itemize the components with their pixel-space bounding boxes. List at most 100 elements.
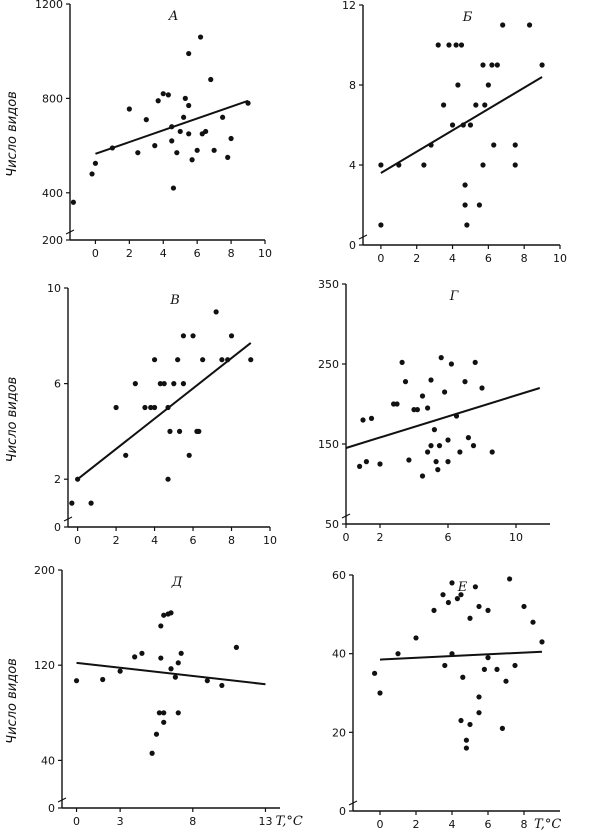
y-tick-label: 50 <box>325 518 339 531</box>
x-tick-label: 2 <box>413 818 420 831</box>
data-point <box>476 694 482 700</box>
data-point <box>460 674 466 680</box>
data-point <box>485 655 491 661</box>
data-point <box>458 42 465 48</box>
data-point <box>378 222 384 228</box>
x-tick-label: 0 <box>73 815 80 828</box>
data-point <box>440 592 446 598</box>
y-tick-label: 1200 <box>35 0 63 11</box>
data-point <box>431 427 437 433</box>
data-point <box>92 160 99 166</box>
data-point <box>438 355 444 361</box>
data-point <box>482 102 488 108</box>
x-tick-label: 13 <box>258 815 272 828</box>
y-tick-label: 20 <box>332 726 346 739</box>
data-point <box>153 731 160 737</box>
data-point <box>219 682 225 689</box>
data-point <box>539 639 545 645</box>
x-tick-label: 2 <box>413 252 420 265</box>
data-point <box>161 381 167 387</box>
data-point <box>180 381 187 387</box>
data-point <box>480 62 486 68</box>
data-point <box>419 473 426 479</box>
data-point <box>480 162 486 168</box>
data-point <box>419 393 426 399</box>
data-point <box>435 42 441 48</box>
data-point <box>360 417 366 423</box>
data-point <box>476 603 482 610</box>
data-point <box>467 721 473 728</box>
data-point <box>485 82 491 88</box>
data-point <box>167 428 173 434</box>
x-tick-label: 2 <box>113 534 120 547</box>
data-point <box>139 650 145 656</box>
data-point <box>512 162 518 168</box>
data-point <box>479 385 485 391</box>
data-point <box>161 719 167 725</box>
data-point <box>149 750 155 756</box>
x-tick-label: 8 <box>228 534 235 547</box>
y-tick-label: 800 <box>42 92 63 105</box>
data-point <box>75 476 81 482</box>
data-point <box>406 457 412 463</box>
data-point <box>428 443 434 449</box>
data-point <box>462 379 468 385</box>
data-point <box>174 150 180 156</box>
data-point <box>428 377 434 383</box>
data-point <box>460 122 466 128</box>
data-point <box>169 138 175 144</box>
data-point <box>467 122 474 128</box>
x-tick-label: 6 <box>445 531 452 544</box>
data-point <box>194 147 200 153</box>
data-point <box>454 596 460 602</box>
data-point <box>161 612 167 618</box>
axis-break-mark <box>341 513 351 519</box>
data-point <box>421 162 427 168</box>
data-point <box>396 162 402 168</box>
data-point <box>464 222 470 228</box>
data-point <box>394 401 400 407</box>
panel-v: 0 2 6 10 0 2 4 6 8 10 В Число видов <box>5 282 277 547</box>
axis-break-mark <box>57 797 67 803</box>
data-point <box>178 650 184 656</box>
data-point <box>485 607 491 614</box>
data-point <box>180 333 187 339</box>
y-tick-label: 0 <box>54 521 61 534</box>
data-point <box>462 182 468 188</box>
data-point <box>395 651 401 657</box>
x-tick-label: 0 <box>74 534 81 547</box>
data-point <box>186 452 192 458</box>
data-point <box>539 62 545 68</box>
data-point <box>220 114 226 120</box>
x-tick-label: 2 <box>377 531 384 544</box>
data-point <box>445 459 451 465</box>
data-point <box>530 619 536 625</box>
data-point <box>494 666 500 673</box>
data-point <box>176 428 183 434</box>
data-point <box>449 122 456 128</box>
data-point <box>425 449 431 455</box>
data-point <box>440 102 447 108</box>
y-tick-label: 0 <box>339 805 346 818</box>
data-point <box>455 82 461 88</box>
data-point <box>73 678 80 684</box>
x-tick-label: 8 <box>521 252 528 265</box>
data-point <box>196 428 202 434</box>
x-tick-label: 6 <box>485 818 492 831</box>
data-point <box>372 670 378 676</box>
data-point <box>117 668 123 674</box>
data-point <box>151 404 158 411</box>
data-point <box>100 676 106 683</box>
x-axis-label: T,°C <box>534 817 561 832</box>
panel-a: 200 400 800 1200 0 2 4 6 8 10 А Число видов <box>5 0 272 260</box>
data-point <box>211 147 217 153</box>
data-point <box>186 50 192 57</box>
x-tick-label: 4 <box>449 252 456 265</box>
y-tick-label: 0 <box>48 802 55 815</box>
data-point <box>446 42 452 48</box>
x-tick-label: 4 <box>151 534 158 547</box>
data-point <box>436 443 443 449</box>
data-point <box>219 357 225 363</box>
data-point <box>431 607 437 614</box>
data-point <box>473 102 479 108</box>
